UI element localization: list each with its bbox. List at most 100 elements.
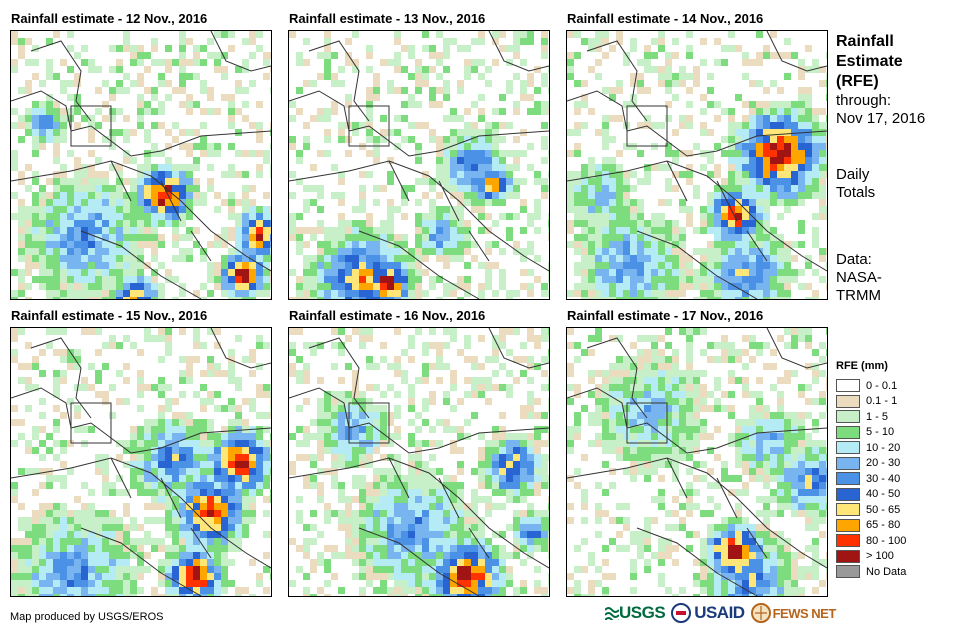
panel-title-1: Rainfall estimate - 12 Nov., 2016 (11, 11, 208, 26)
rain-cell (46, 580, 53, 587)
rain-cell (249, 454, 256, 461)
rain-cell (11, 38, 18, 45)
rain-cell (74, 192, 81, 199)
rain-cell (165, 384, 172, 391)
rain-cell (443, 185, 450, 192)
rain-cell (200, 510, 207, 517)
rain-cell (18, 206, 25, 213)
rain-cell (352, 377, 359, 384)
rain-cell (693, 489, 700, 496)
rain-cell (429, 552, 436, 559)
rain-cell (401, 283, 408, 290)
rain-cell (574, 143, 581, 150)
rain-cell (429, 391, 436, 398)
rain-cell (798, 178, 805, 185)
rain-cell (665, 405, 672, 412)
rain-cell (443, 419, 450, 426)
rain-cell (88, 241, 95, 248)
rain-cell (527, 503, 534, 510)
rain-cell (777, 164, 784, 171)
rain-cell (700, 419, 707, 426)
rain-cell (415, 587, 422, 594)
rain-cell (492, 171, 499, 178)
rain-cell (303, 545, 310, 552)
rain-cell (763, 342, 770, 349)
rain-cell (798, 66, 805, 73)
rain-cell (256, 248, 263, 255)
rain-cell (700, 227, 707, 234)
rain-cell (574, 171, 581, 178)
rain-cell (151, 38, 158, 45)
rain-cell (32, 178, 39, 185)
rain-cell (735, 171, 742, 178)
rain-cell (574, 185, 581, 192)
rain-cell (67, 213, 74, 220)
rain-cell (450, 524, 457, 531)
rain-cell (67, 290, 74, 297)
rain-cell (165, 468, 172, 475)
rain-cell (102, 454, 109, 461)
rain-cell (686, 342, 693, 349)
rain-cell (193, 475, 200, 482)
rain-cell (665, 384, 672, 391)
rain-cell (352, 220, 359, 227)
rain-cell (88, 171, 95, 178)
rain-cell (429, 227, 436, 234)
rain-cell (151, 545, 158, 552)
rain-cell (25, 185, 32, 192)
rain-cell (214, 234, 221, 241)
rain-cell (53, 517, 60, 524)
rain-cell (672, 419, 679, 426)
rain-cell (263, 227, 270, 234)
rain-cell (387, 220, 394, 227)
rain-cell (415, 80, 422, 87)
rain-cell (749, 262, 756, 269)
coastline (358, 230, 480, 299)
rain-cell (520, 412, 527, 419)
rain-cell (25, 122, 32, 129)
rain-cell (506, 573, 513, 580)
rain-cell (478, 157, 485, 164)
rain-cell (534, 276, 541, 283)
rain-cell (158, 164, 165, 171)
rain-cell (331, 262, 338, 269)
rain-cell (249, 206, 256, 213)
rain-cell (422, 496, 429, 503)
rain-cell (742, 164, 749, 171)
rain-cell (228, 447, 235, 454)
rain-cell (256, 290, 263, 297)
rain-cell (672, 227, 679, 234)
rain-cell (60, 580, 67, 587)
rain-cell (158, 566, 165, 573)
rain-cell (798, 283, 805, 290)
rain-cell (151, 199, 158, 206)
rain-cell (186, 496, 193, 503)
rain-cell (221, 489, 228, 496)
rain-cell (235, 297, 242, 299)
rain-cell (109, 566, 116, 573)
rain-cell (784, 283, 791, 290)
rain-cell (373, 489, 380, 496)
rain-cell (394, 496, 401, 503)
rain-cell (53, 115, 60, 122)
rain-cell (658, 66, 665, 73)
rain-cell (144, 531, 151, 538)
rain-cell (499, 573, 506, 580)
rain-cell (429, 398, 436, 405)
rain-cell (651, 419, 658, 426)
rain-cell (67, 538, 74, 545)
rain-cell (735, 206, 742, 213)
rain-cell (429, 524, 436, 531)
rain-cell (137, 241, 144, 248)
rain-cell (478, 433, 485, 440)
rain-cell (534, 489, 541, 496)
rain-cell (130, 220, 137, 227)
rain-cell (289, 580, 296, 587)
rain-cell (172, 199, 179, 206)
rainfall-map-2 (288, 30, 550, 300)
rain-cell (742, 171, 749, 178)
rain-cell (207, 496, 214, 503)
rain-cell (700, 426, 707, 433)
rain-cell (436, 482, 443, 489)
rain-cell (303, 262, 310, 269)
